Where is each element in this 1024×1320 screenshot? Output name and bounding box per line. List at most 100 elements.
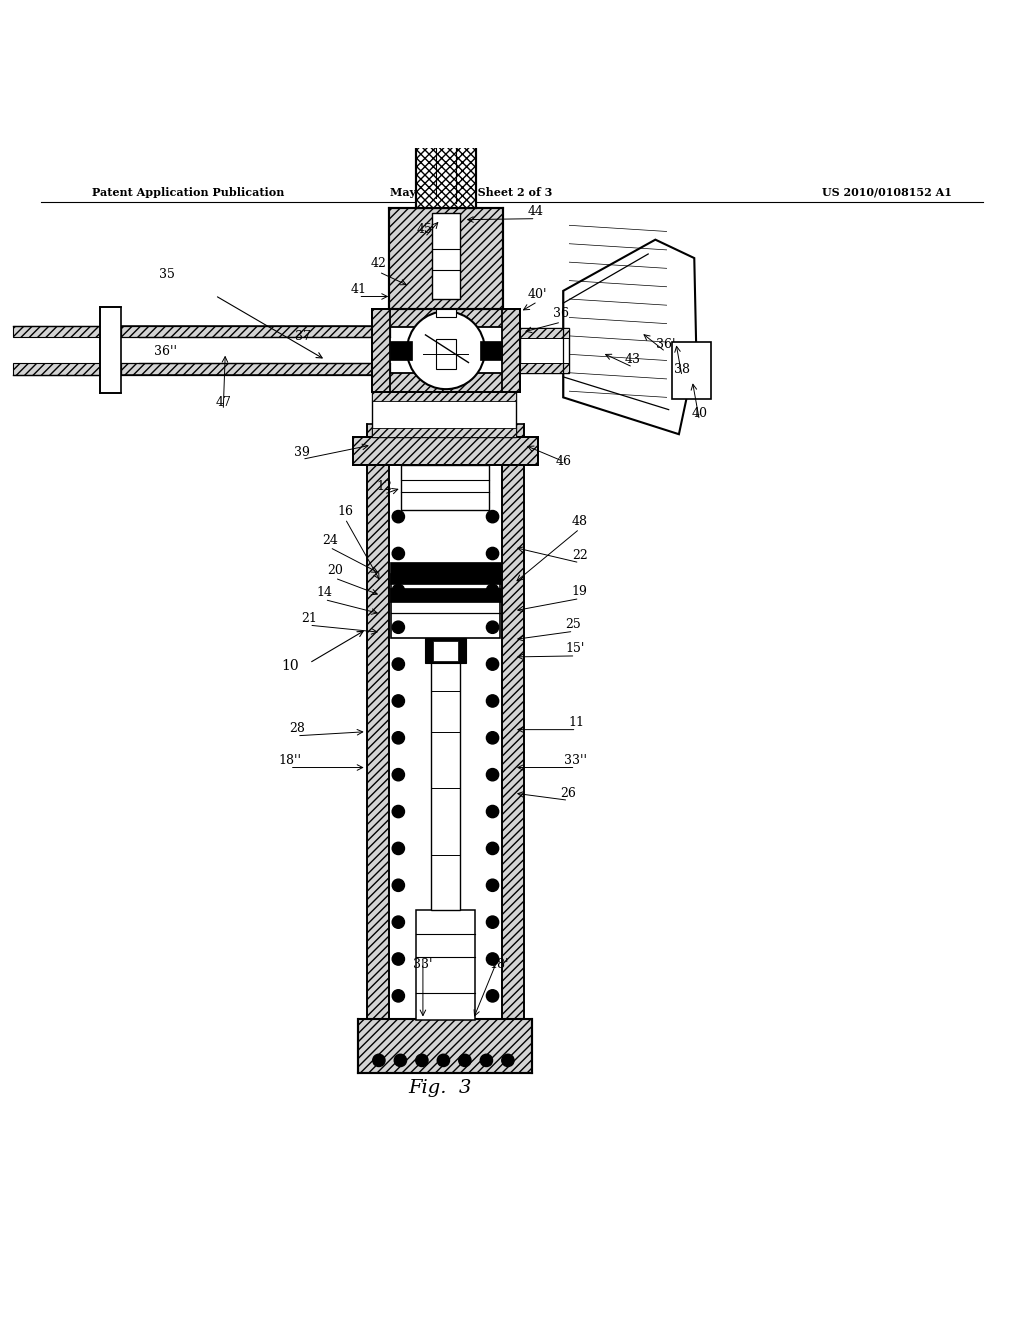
Text: Patent Application Publication: Patent Application Publication bbox=[92, 186, 285, 198]
Bar bbox=[391, 574, 500, 639]
Text: 41: 41 bbox=[350, 282, 367, 296]
Bar bbox=[436, 309, 457, 317]
Circle shape bbox=[486, 768, 499, 781]
Text: 37: 37 bbox=[295, 330, 311, 343]
Circle shape bbox=[486, 511, 499, 523]
Bar bbox=[502, 309, 520, 392]
Text: 33'': 33'' bbox=[564, 754, 587, 767]
Text: 38: 38 bbox=[674, 363, 690, 376]
Bar bbox=[425, 639, 466, 663]
Bar bbox=[480, 341, 502, 360]
Text: 19: 19 bbox=[571, 585, 588, 598]
Circle shape bbox=[392, 694, 404, 708]
Circle shape bbox=[437, 1055, 450, 1067]
Circle shape bbox=[502, 1055, 514, 1067]
Circle shape bbox=[392, 731, 404, 744]
Text: 46: 46 bbox=[555, 455, 571, 467]
Bar bbox=[436, 339, 457, 370]
Bar bbox=[13, 326, 100, 338]
Text: 22: 22 bbox=[571, 549, 588, 562]
Circle shape bbox=[392, 990, 404, 1002]
Bar bbox=[372, 428, 516, 437]
Circle shape bbox=[392, 622, 404, 634]
Text: 16: 16 bbox=[337, 506, 353, 517]
Text: 18': 18' bbox=[488, 957, 509, 970]
Text: 11: 11 bbox=[568, 715, 585, 729]
Bar bbox=[520, 327, 569, 372]
Text: 12: 12 bbox=[376, 480, 392, 494]
Text: May 6, 2010   Sheet 2 of 3: May 6, 2010 Sheet 2 of 3 bbox=[390, 186, 552, 198]
Bar bbox=[416, 909, 475, 1020]
Text: 39: 39 bbox=[294, 446, 310, 458]
Circle shape bbox=[486, 585, 499, 597]
Bar bbox=[502, 425, 524, 1022]
Bar bbox=[367, 425, 389, 1022]
Circle shape bbox=[392, 768, 404, 781]
Text: 36': 36' bbox=[655, 338, 676, 351]
Circle shape bbox=[392, 585, 404, 597]
Text: Fig.  3: Fig. 3 bbox=[409, 1078, 472, 1097]
Circle shape bbox=[486, 916, 499, 928]
Text: 28: 28 bbox=[289, 722, 305, 735]
Circle shape bbox=[486, 657, 499, 671]
Text: 42: 42 bbox=[371, 257, 387, 271]
Text: 43: 43 bbox=[625, 354, 641, 367]
Circle shape bbox=[486, 990, 499, 1002]
Circle shape bbox=[459, 1055, 471, 1067]
Bar bbox=[390, 341, 412, 360]
Bar bbox=[401, 466, 489, 511]
Circle shape bbox=[416, 1055, 428, 1067]
Bar bbox=[496, 392, 516, 437]
Text: 18'': 18'' bbox=[279, 754, 301, 767]
Bar bbox=[389, 209, 504, 309]
Bar bbox=[372, 309, 390, 392]
Text: US 2010/0108152 A1: US 2010/0108152 A1 bbox=[822, 186, 952, 198]
Bar bbox=[353, 437, 538, 466]
Circle shape bbox=[392, 511, 404, 523]
Text: 33': 33' bbox=[413, 957, 433, 970]
Text: 36'': 36'' bbox=[155, 346, 177, 358]
Bar bbox=[100, 308, 121, 393]
Bar bbox=[431, 639, 460, 909]
Circle shape bbox=[392, 805, 404, 817]
Circle shape bbox=[394, 1055, 407, 1067]
Bar bbox=[121, 326, 390, 338]
Circle shape bbox=[486, 805, 499, 817]
Circle shape bbox=[392, 657, 404, 671]
Circle shape bbox=[392, 953, 404, 965]
Text: 10: 10 bbox=[281, 659, 299, 673]
Bar bbox=[390, 589, 501, 602]
Bar bbox=[520, 327, 569, 338]
Text: 35: 35 bbox=[159, 268, 175, 281]
Text: 20: 20 bbox=[327, 565, 343, 577]
Bar bbox=[432, 213, 461, 298]
Circle shape bbox=[392, 842, 404, 854]
Circle shape bbox=[408, 312, 485, 389]
Bar bbox=[372, 309, 520, 327]
Bar bbox=[358, 1019, 532, 1073]
Text: 45: 45 bbox=[417, 223, 433, 236]
Circle shape bbox=[486, 879, 499, 891]
Circle shape bbox=[480, 1055, 493, 1067]
Bar bbox=[375, 392, 395, 437]
Polygon shape bbox=[563, 240, 696, 434]
Bar bbox=[433, 640, 458, 661]
Text: 48: 48 bbox=[571, 515, 588, 528]
Circle shape bbox=[486, 548, 499, 560]
Text: 25: 25 bbox=[565, 618, 582, 631]
Bar bbox=[121, 363, 390, 375]
Circle shape bbox=[392, 916, 404, 928]
Circle shape bbox=[486, 953, 499, 965]
Text: 47: 47 bbox=[215, 396, 231, 409]
Circle shape bbox=[373, 1055, 385, 1067]
Text: 24: 24 bbox=[322, 533, 338, 546]
Circle shape bbox=[486, 622, 499, 634]
Text: 26: 26 bbox=[560, 787, 577, 800]
Text: 14: 14 bbox=[316, 586, 333, 599]
Text: 36: 36 bbox=[553, 308, 569, 321]
Text: 44: 44 bbox=[527, 205, 544, 218]
Circle shape bbox=[392, 548, 404, 560]
Text: 40: 40 bbox=[691, 407, 708, 420]
Bar bbox=[390, 562, 501, 585]
Circle shape bbox=[486, 731, 499, 744]
